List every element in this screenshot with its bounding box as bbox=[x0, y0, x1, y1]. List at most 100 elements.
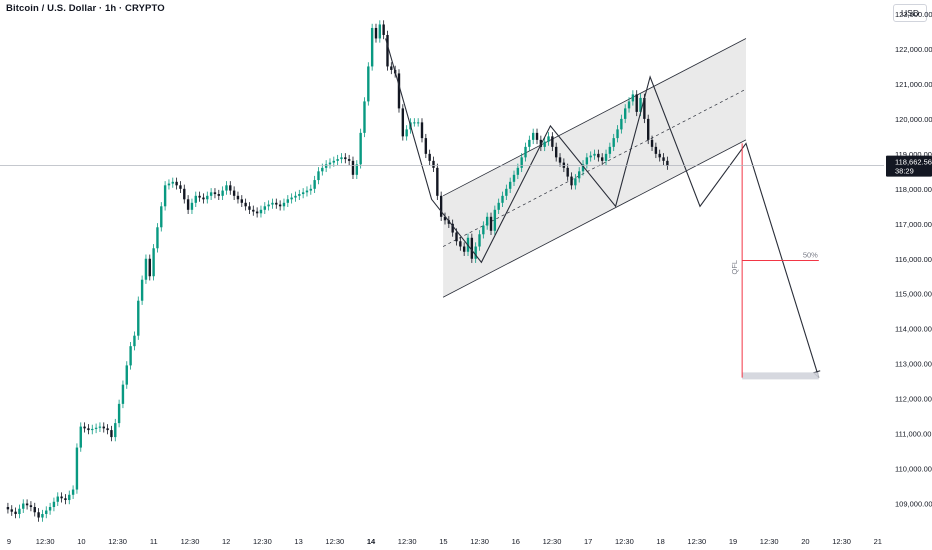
candle-body bbox=[432, 160, 435, 168]
candle-body bbox=[286, 199, 290, 203]
candle-body bbox=[520, 157, 523, 168]
candle-body bbox=[163, 185, 167, 207]
y-tick-label: 111,000.00 bbox=[895, 430, 931, 439]
x-tick-label: 19 bbox=[729, 537, 737, 546]
candle-body bbox=[647, 118, 650, 140]
candle-body bbox=[6, 507, 10, 510]
candle-body bbox=[317, 171, 320, 181]
candle-body bbox=[167, 183, 171, 186]
candle-body bbox=[581, 164, 585, 172]
candle-body bbox=[351, 160, 355, 175]
candle-body bbox=[25, 503, 29, 506]
y-tick-label: 119,000.00 bbox=[895, 150, 932, 159]
y-tick-label: 118,000.00 bbox=[895, 185, 932, 194]
candle-body bbox=[194, 195, 197, 203]
candle-body bbox=[33, 507, 36, 513]
candle-body bbox=[650, 139, 654, 147]
candle-body bbox=[627, 101, 631, 109]
candle-body bbox=[252, 209, 255, 212]
x-tick-label: 12:30 bbox=[760, 537, 779, 546]
candle-body bbox=[420, 122, 424, 139]
candle-body bbox=[424, 138, 428, 154]
candle-body bbox=[60, 496, 63, 499]
candle-body bbox=[608, 146, 612, 154]
candle-body bbox=[217, 194, 220, 196]
y-tick-label: 116,000.00 bbox=[895, 255, 932, 264]
candle-body bbox=[102, 426, 105, 429]
candle-body bbox=[160, 206, 163, 228]
candle-body bbox=[654, 146, 658, 154]
candle-body bbox=[209, 192, 213, 196]
candle-body bbox=[202, 197, 205, 200]
candle-body bbox=[516, 167, 520, 175]
candle-body bbox=[543, 141, 546, 147]
candle-body bbox=[501, 195, 504, 203]
last-price-value: 118,662.56 bbox=[895, 158, 932, 167]
candle-body bbox=[489, 216, 493, 231]
candle-body bbox=[662, 157, 665, 161]
x-tick-label: 12:30 bbox=[36, 537, 55, 546]
candle-body bbox=[56, 496, 59, 502]
candle-body bbox=[508, 181, 512, 189]
x-tick-label: 9 bbox=[7, 537, 11, 546]
candle-body bbox=[133, 335, 136, 347]
candle-body bbox=[129, 346, 132, 366]
candle-body bbox=[321, 167, 324, 172]
candle-body bbox=[79, 426, 82, 448]
candle-body bbox=[666, 160, 669, 166]
candle-body bbox=[604, 153, 608, 161]
y-tick-label: 113,000.00 bbox=[895, 360, 932, 369]
candle-body bbox=[462, 246, 466, 252]
candle-body bbox=[267, 204, 270, 207]
candle-body bbox=[152, 248, 155, 277]
candle-body bbox=[524, 146, 527, 158]
candle-body bbox=[68, 494, 71, 501]
channel-drawing bbox=[442, 38, 747, 298]
candle-body bbox=[600, 157, 604, 161]
candle-body bbox=[416, 122, 420, 124]
candle-body bbox=[574, 178, 577, 186]
candle-body bbox=[171, 181, 174, 184]
candle-body bbox=[367, 66, 370, 102]
candle-body bbox=[447, 220, 451, 224]
candle-body bbox=[48, 507, 52, 511]
candle-body bbox=[263, 206, 266, 210]
chart-title: Bitcoin / U.S. Dollar · 1h · CRYPTO bbox=[6, 3, 165, 14]
candle-body bbox=[71, 489, 75, 495]
candle-body bbox=[616, 129, 619, 139]
candle-body bbox=[140, 279, 144, 301]
channel-upper-line bbox=[442, 38, 747, 197]
candle-body bbox=[554, 146, 558, 158]
candle-body bbox=[259, 209, 263, 214]
wave-projection bbox=[385, 38, 820, 378]
candle-body bbox=[324, 164, 328, 168]
candle-body bbox=[301, 192, 305, 195]
candle-body bbox=[332, 160, 336, 163]
y-axis: 109,000.00 110,000.00 111,000.00 112,000.00… bbox=[895, 10, 932, 509]
candle-body bbox=[336, 159, 339, 161]
candle-body bbox=[298, 194, 301, 196]
candle-body bbox=[635, 94, 638, 112]
candle-body bbox=[244, 202, 247, 207]
candle-body bbox=[355, 164, 359, 175]
x-tick-label: 12:30 bbox=[108, 537, 127, 546]
candle-body bbox=[535, 132, 539, 140]
candle-body bbox=[148, 258, 151, 277]
candle-body bbox=[643, 97, 646, 119]
candle-body bbox=[240, 199, 243, 203]
candle-body bbox=[478, 234, 481, 247]
x-tick-label: 17 bbox=[584, 537, 592, 546]
currency-selector[interactable]: USD bbox=[893, 4, 927, 22]
candle-body bbox=[213, 192, 217, 195]
candle-body bbox=[363, 101, 366, 133]
candle-body bbox=[547, 136, 550, 142]
candle-body bbox=[374, 27, 378, 39]
channel-midline bbox=[442, 88, 747, 247]
y-tick-label: 110,000.00 bbox=[895, 465, 932, 474]
candle-body bbox=[497, 202, 500, 210]
y-tick-label: 117,000.00 bbox=[895, 220, 932, 229]
candle-body bbox=[593, 153, 596, 156]
candle-body bbox=[183, 188, 186, 200]
